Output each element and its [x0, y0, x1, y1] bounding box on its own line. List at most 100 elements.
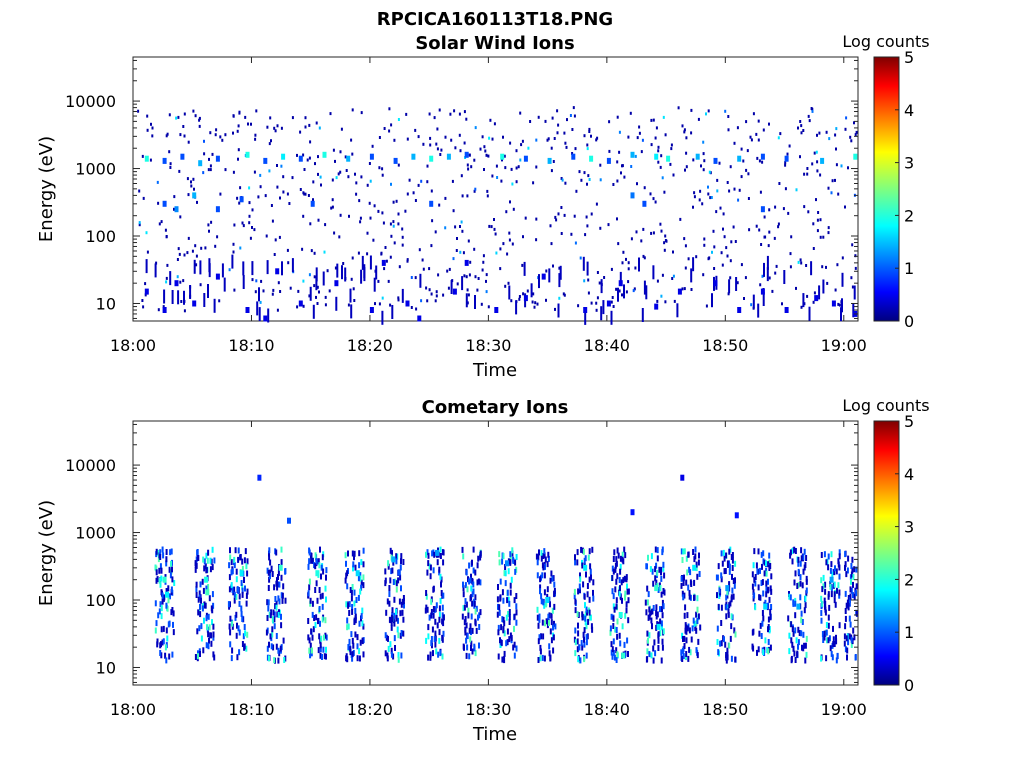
- heatmap-cell: [618, 612, 623, 618]
- background-cell: [463, 110, 466, 114]
- burst-cell: [239, 554, 242, 560]
- burst-cell: [823, 551, 826, 558]
- burst-cell: [212, 602, 215, 609]
- low-energy-streak: [373, 277, 376, 292]
- burst-cell: [320, 635, 323, 642]
- burst-cell: [165, 627, 168, 634]
- burst-cell: [655, 624, 658, 631]
- burst-cell: [393, 612, 396, 619]
- burst-cell: [462, 585, 465, 592]
- background-cell: [636, 182, 638, 186]
- burst-cell: [228, 623, 231, 630]
- burst-cell: [235, 568, 238, 575]
- burst-cell: [849, 586, 852, 593]
- burst-cell: [230, 569, 233, 576]
- burst-cell: [619, 640, 622, 647]
- burst-cell: [503, 570, 506, 577]
- burst-cell: [472, 581, 475, 588]
- burst-cell: [553, 581, 556, 588]
- heatmap-cell: [494, 307, 499, 313]
- background-cell: [183, 134, 186, 138]
- burst-cell: [681, 647, 684, 654]
- background-cell: [192, 109, 195, 113]
- background-cell: [586, 224, 589, 228]
- heatmap-cell: [760, 206, 765, 213]
- burst-cell: [308, 647, 311, 654]
- background-cell: [632, 289, 635, 293]
- burst-cell: [397, 617, 399, 624]
- background-cell: [418, 248, 421, 252]
- background-cell: [853, 121, 855, 125]
- background-cell: [141, 299, 144, 302]
- background-cell: [723, 235, 726, 239]
- burst-cell: [689, 649, 692, 656]
- burst-cell: [346, 624, 349, 631]
- background-cell: [627, 261, 630, 265]
- burst-cell: [468, 627, 471, 634]
- burst-cell: [461, 613, 464, 620]
- background-cell: [827, 186, 830, 190]
- background-cell: [304, 192, 307, 196]
- background-cell: [435, 294, 438, 298]
- burst-cell: [472, 588, 475, 595]
- burst-cell: [542, 564, 545, 571]
- heatmap-cell: [734, 512, 739, 519]
- burst-cell: [765, 560, 767, 567]
- low-energy-streak: [258, 287, 260, 302]
- background-cell: [590, 212, 593, 216]
- low-energy-streak: [242, 275, 245, 289]
- background-cell: [618, 130, 621, 134]
- background-cell: [663, 248, 666, 252]
- background-cell: [737, 198, 740, 202]
- background-cell: [684, 244, 687, 248]
- background-cell: [816, 133, 818, 137]
- burst-cell: [610, 641, 613, 648]
- burst-cell: [720, 550, 723, 557]
- burst-cell: [466, 644, 469, 651]
- background-cell: [236, 129, 239, 133]
- burst-cell: [794, 612, 797, 619]
- background-cell: [309, 140, 312, 144]
- burst-cell: [855, 590, 858, 597]
- burst-cell: [696, 595, 699, 602]
- burst-cell: [833, 597, 836, 604]
- background-cell: [467, 167, 470, 171]
- burst-cell: [203, 565, 206, 572]
- burst-cell: [385, 634, 388, 641]
- burst-cell: [793, 650, 796, 657]
- burst-cell: [855, 583, 858, 590]
- burst-cell: [394, 578, 397, 585]
- burst-cell: [385, 609, 388, 616]
- burst-cell: [246, 631, 249, 638]
- background-cell: [179, 133, 182, 137]
- burst-cell: [576, 559, 579, 566]
- burst-cell: [695, 561, 698, 568]
- background-cell: [156, 180, 159, 184]
- burst-cell: [583, 627, 586, 634]
- low-energy-streak: [617, 287, 619, 302]
- burst-cell: [646, 599, 649, 606]
- burst-cell: [846, 567, 849, 574]
- burst-cell: [725, 613, 728, 620]
- background-cell: [664, 300, 667, 304]
- background-cell: [208, 157, 210, 161]
- background-cell: [463, 141, 466, 145]
- burst-cell: [325, 653, 327, 660]
- background-cell: [264, 194, 267, 198]
- burst-cell: [792, 645, 795, 652]
- background-cell: [802, 129, 805, 132]
- burst-cell: [245, 600, 248, 607]
- background-cell: [708, 170, 711, 174]
- low-energy-streak: [802, 293, 805, 308]
- burst-cell: [203, 617, 205, 624]
- burst-cell: [210, 632, 213, 639]
- heatmap-cell: [192, 300, 197, 307]
- burst-cell: [228, 562, 231, 569]
- burst-cell: [348, 601, 351, 608]
- burst-cell: [825, 559, 828, 566]
- burst-cell: [695, 611, 698, 618]
- background-cell: [616, 160, 619, 164]
- burst-cell: [682, 580, 685, 586]
- background-cell: [571, 128, 574, 131]
- burst-cell: [617, 552, 620, 559]
